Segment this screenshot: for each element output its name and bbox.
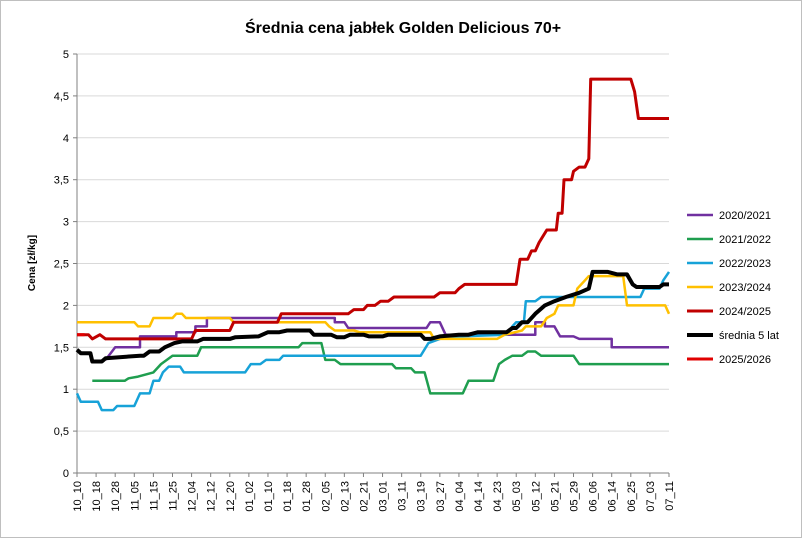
x-tick-label: 11_05: [129, 481, 141, 511]
y-tick-label: 3,5: [54, 175, 69, 187]
x-tick-label: 02_05: [320, 481, 332, 512]
y-tick-label: 0: [63, 468, 69, 480]
x-tick-label: 07_11: [664, 481, 676, 511]
x-tick-label: 01_10: [263, 481, 275, 512]
x-tick-label: 10_28: [110, 481, 122, 512]
chart-title: Średnia cena jabłek Golden Delicious 70+: [245, 18, 561, 37]
x-tick-label: 05_29: [569, 481, 581, 512]
legend-label: 2022/2023: [719, 258, 771, 270]
x-tick-label: 01_02: [244, 481, 256, 512]
y-tick-label: 4: [63, 133, 69, 145]
x-tick-label: 06_14: [607, 481, 619, 512]
y-tick-label: 5: [63, 49, 69, 61]
x-tick-label: 07_03: [645, 481, 657, 512]
legend-label: 2023/2024: [719, 282, 771, 294]
x-tick-label: 12_12: [206, 481, 218, 512]
y-tick-label: 2,5: [54, 259, 69, 271]
x-tick-label: 11_15: [148, 481, 160, 511]
x-tick-label: 12_20: [225, 481, 237, 512]
x-tick-label: 04_04: [454, 481, 466, 512]
legend-label: 2020/2021: [719, 210, 771, 222]
legend-label: 2024/2025: [719, 306, 771, 318]
x-tick-label: 05_21: [549, 481, 561, 512]
legend-label: 2025/2026: [719, 354, 771, 366]
x-tick-label: 06_25: [626, 481, 638, 512]
series-lines: [75, 77, 671, 412]
y-tick-label: 0,5: [54, 426, 69, 438]
gridlines: [77, 53, 669, 474]
legend-label: średnia 5 lat: [719, 330, 779, 342]
series-line: [77, 77, 669, 341]
x-tick-label: 01_28: [301, 481, 313, 512]
x-tick-label: 12_04: [187, 481, 199, 512]
y-tick-label: 2: [63, 300, 69, 312]
x-tick-label: 02_21: [358, 481, 370, 512]
series-line: [104, 316, 669, 361]
x-tick-label: 10_10: [72, 481, 84, 512]
series-line: [77, 274, 671, 341]
x-tick-label: 03_27: [435, 481, 447, 512]
y-tick-label: 4,5: [54, 91, 69, 103]
x-tick-label: 04_23: [492, 481, 504, 512]
y-tick-label: 3: [63, 217, 69, 229]
x-tick-label: 11_25: [167, 481, 179, 511]
x-tick-label: 06_06: [588, 481, 600, 512]
x-tick-label: 05_12: [530, 481, 542, 512]
series-line: [75, 269, 669, 364]
x-tick-label: 05_03: [511, 481, 523, 512]
x-tick-label: 03_19: [416, 481, 428, 512]
axes: 0 0,5 1 1,5 2 2,5 3 3,5 4 4,5 5 10_10 10_18 10_28 11_0…: [54, 49, 676, 512]
legend: 2020/2021 2021/2022 2022/2023 2023/2024 2024…: [687, 210, 779, 366]
series-line: [92, 341, 669, 395]
y-axis-label: Cena [zł/kg]: [27, 235, 38, 291]
x-tick-label: 03_11: [397, 481, 409, 511]
x-tick-label: 01_18: [282, 481, 294, 512]
x-tick-label: 04_14: [473, 481, 485, 512]
x-tick-label: 03_01: [378, 481, 390, 512]
legend-label: 2021/2022: [719, 234, 771, 246]
y-tick-label: 1,5: [54, 342, 69, 354]
x-tick-label: 02_13: [339, 481, 351, 512]
x-tick-label: 10_18: [91, 481, 103, 512]
series-line: [75, 271, 671, 412]
y-tick-label: 1: [63, 384, 69, 396]
